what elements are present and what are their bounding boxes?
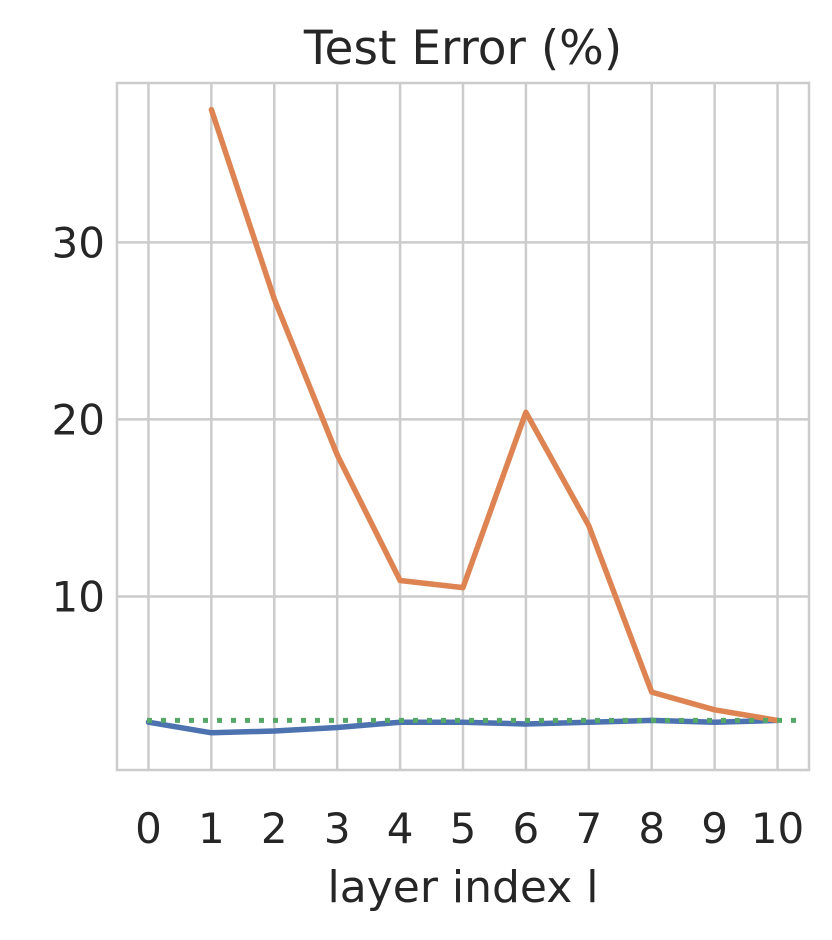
x-tick-labels: 0 1 2 3 4 5 6 7 8 9 10 <box>135 804 804 853</box>
x-tick-label: 3 <box>324 804 351 853</box>
x-tick-label: 6 <box>513 804 540 853</box>
y-tick-label: 10 <box>52 572 105 621</box>
y-tick-labels: 10 20 30 <box>52 218 105 621</box>
series-line-0 <box>145 717 781 736</box>
x-tick-label: 5 <box>450 804 477 853</box>
x-tick-label: 0 <box>135 804 162 853</box>
x-tick-label: 10 <box>751 804 804 853</box>
chart-title: Test Error (%) <box>303 21 622 76</box>
x-tick-label: 8 <box>638 804 665 853</box>
x-tick-label: 7 <box>575 804 602 853</box>
x-tick-label: 9 <box>701 804 728 853</box>
grid <box>117 83 809 770</box>
series-line-1 <box>208 106 781 724</box>
plot-frame <box>115 81 811 772</box>
y-tick-label: 30 <box>52 218 105 267</box>
y-tick-label: 20 <box>52 395 105 444</box>
series-lines <box>145 106 799 736</box>
x-tick-label: 1 <box>198 804 225 853</box>
x-axis-label: layer index l <box>328 862 599 913</box>
x-tick-label: 2 <box>261 804 288 853</box>
x-tick-label: 4 <box>387 804 414 853</box>
